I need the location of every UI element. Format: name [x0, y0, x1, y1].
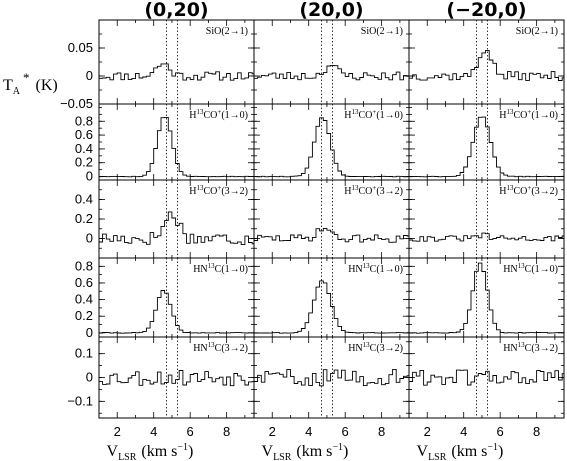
- line-label: SiO(2→1): [206, 26, 248, 37]
- line-label: H13CO+(1→0): [189, 108, 248, 121]
- line-label: HN13C(3→2): [348, 341, 403, 354]
- spectrum-line: [409, 232, 564, 242]
- y-tick-label: 0.2: [75, 308, 93, 323]
- spectrum-line: [409, 369, 564, 386]
- panel-r3-c0: HN13C(1→0): [98, 257, 255, 338]
- x-tick-label: 6: [187, 424, 194, 439]
- spectrum-line: [254, 117, 409, 178]
- spectrum-line: [254, 64, 409, 81]
- x-tick-label: 6: [342, 424, 349, 439]
- line-label: SiO(2→1): [516, 26, 558, 37]
- panel-r1-c2: H13CO+(1→0): [408, 103, 565, 181]
- y-axis-label: TA* (K): [3, 70, 58, 97]
- panel-r3-c1: HN13C(1→0): [253, 257, 410, 338]
- line-label: HN13C(1→0): [193, 262, 248, 275]
- spectrum-line: [254, 368, 409, 387]
- line-label: HN13C(3→2): [503, 341, 558, 354]
- y-tick-label: 0: [86, 370, 93, 385]
- y-tick-label: −0.1: [67, 393, 93, 408]
- spectrum-line: [409, 262, 564, 334]
- spectrum-line: [254, 227, 409, 243]
- line-label: SiO(2→1): [361, 26, 403, 37]
- x-tick-label: 4: [150, 424, 157, 439]
- y-tick-label: 0.6: [75, 127, 93, 142]
- spectrum-line: [99, 290, 254, 334]
- x-tick-label: 2: [424, 424, 431, 439]
- panel-r2-c1: H13CO+(3→2): [253, 179, 410, 259]
- spectrum-line: [254, 280, 409, 334]
- panel-r2-c0: H13CO+(3→2): [98, 179, 255, 259]
- panel-r0-c1: SiO(2→1): [253, 19, 410, 105]
- y-tick-label: 0.1: [75, 346, 93, 361]
- spectrum-line: [99, 211, 254, 246]
- spectrum-line: [409, 116, 564, 178]
- y-tick-label: 0.4: [75, 192, 93, 207]
- line-label: H13CO+(3→2): [344, 184, 403, 197]
- line-label: H13CO+(1→0): [344, 108, 403, 121]
- line-label: H13CO+(3→2): [189, 184, 248, 197]
- spectrum-line: [99, 370, 254, 387]
- line-label: H13CO+(3→2): [499, 184, 558, 197]
- y-tick-label: 0.8: [75, 258, 93, 273]
- x-tick-label: 8: [378, 424, 385, 439]
- x-tick-label: 4: [460, 424, 467, 439]
- y-tick-label: 0: [86, 68, 93, 83]
- x-axis-label: VLSR (km s−1): [262, 442, 349, 461]
- panel-r3-c2: HN13C(1→0): [408, 257, 565, 338]
- axis-labels: TA* (K): [3, 70, 58, 97]
- y-tick-label: 0.6: [75, 275, 93, 290]
- panel-r0-c0: SiO(2→1): [98, 19, 255, 105]
- x-tick-label: 2: [269, 424, 276, 439]
- panel-title-0: (0,20): [144, 0, 208, 21]
- y-tick-label: 0.4: [75, 141, 93, 156]
- x-tick-label: 6: [497, 424, 504, 439]
- y-tick-label: 0.05: [68, 40, 93, 55]
- panel-r4-c2: HN13C(3→2): [408, 336, 565, 419]
- spectrum-line: [409, 49, 564, 81]
- panel-r1-c1: H13CO+(1→0): [253, 103, 410, 181]
- panel-r4-c0: HN13C(3→2): [98, 336, 255, 419]
- panel-r0-c2: SiO(2→1): [408, 19, 565, 105]
- y-tick-label: 0.2: [75, 155, 93, 170]
- y-tick-label: 0: [86, 325, 93, 340]
- line-label: HN13C(3→2): [193, 341, 248, 354]
- line-label: H13CO+(1→0): [499, 108, 558, 121]
- x-axis-label: VLSR (km s−1): [417, 442, 504, 461]
- x-axis-label: VLSR (km s−1): [107, 442, 194, 461]
- panel-r2-c2: H13CO+(3→2): [408, 179, 565, 259]
- panel-title-2: (−20,0): [446, 0, 526, 21]
- panel-r1-c0: H13CO+(1→0): [98, 103, 255, 181]
- panel-titles: (0,20) (20,0) (−20,0): [144, 0, 526, 21]
- spectrum-line: [99, 63, 254, 81]
- x-tick-label: 8: [533, 424, 540, 439]
- line-label: HN13C(1→0): [503, 262, 558, 275]
- line-label: HN13C(1→0): [348, 262, 403, 275]
- y-tick-label: −0.05: [60, 96, 93, 111]
- spectrum-line: [99, 116, 254, 178]
- y-tick-label: 0.2: [75, 211, 93, 226]
- x-tick-label: 8: [223, 424, 230, 439]
- x-tick-label: 4: [305, 424, 312, 439]
- y-tick-label: 0.4: [75, 292, 93, 307]
- x-tick-label: 2: [114, 424, 121, 439]
- panel-title-1: (20,0): [299, 0, 363, 21]
- y-tick-label: 0.8: [75, 113, 93, 128]
- panel-r4-c1: HN13C(3→2): [253, 336, 410, 419]
- y-tick-label: 0: [86, 231, 93, 246]
- y-tick-label: 0: [86, 169, 93, 184]
